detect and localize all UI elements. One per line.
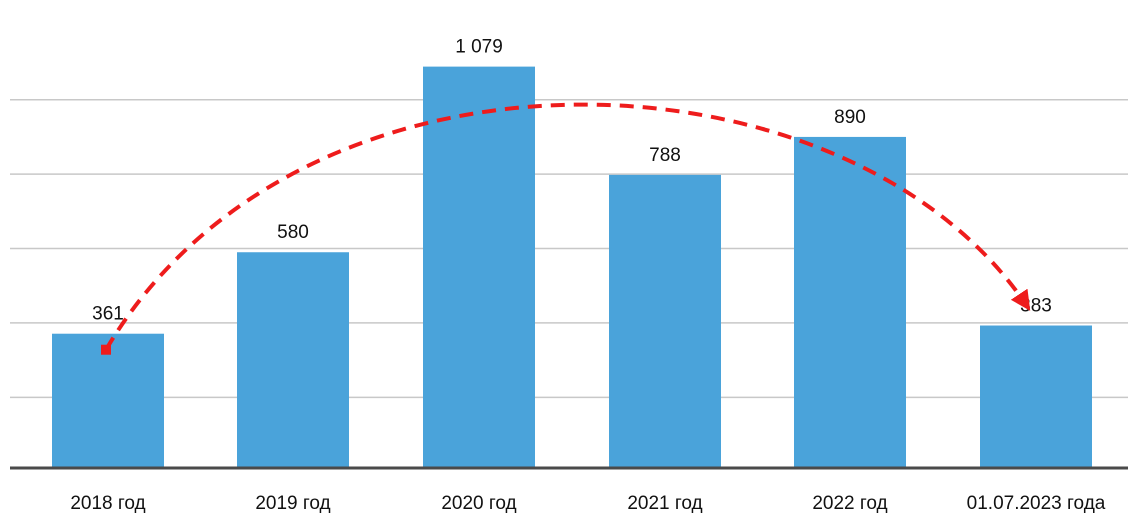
bar-6 [980,325,1092,468]
data-label-5: 890 [834,107,866,128]
x-tick-label-3: 2020 год [441,493,516,514]
trend-arrow [101,102,1031,355]
x-tick-label-4: 2021 год [627,493,702,514]
bar-5 [794,136,906,469]
bars [52,66,1092,469]
bar-1 [52,333,164,468]
x-axis-tick-labels: 2018 год 2019 год 2020 год 2021 год 2022 год… [70,493,1105,514]
bar-2 [237,252,349,468]
x-tick-label-2: 2019 год [255,493,330,514]
data-label-3: 1 079 [455,37,503,58]
trend-curve [104,102,1031,351]
bar-4 [609,174,721,468]
bar-3 [423,66,535,468]
data-label-4: 788 [649,145,681,166]
gridlines [10,98,1128,399]
x-tick-label-1: 2018 год [70,493,145,514]
x-tick-label-6: 01.07.2023 года [967,493,1106,514]
data-label-2: 580 [277,222,309,243]
data-label-1: 361 [92,304,124,325]
x-tick-label-5: 2022 год [812,493,887,514]
